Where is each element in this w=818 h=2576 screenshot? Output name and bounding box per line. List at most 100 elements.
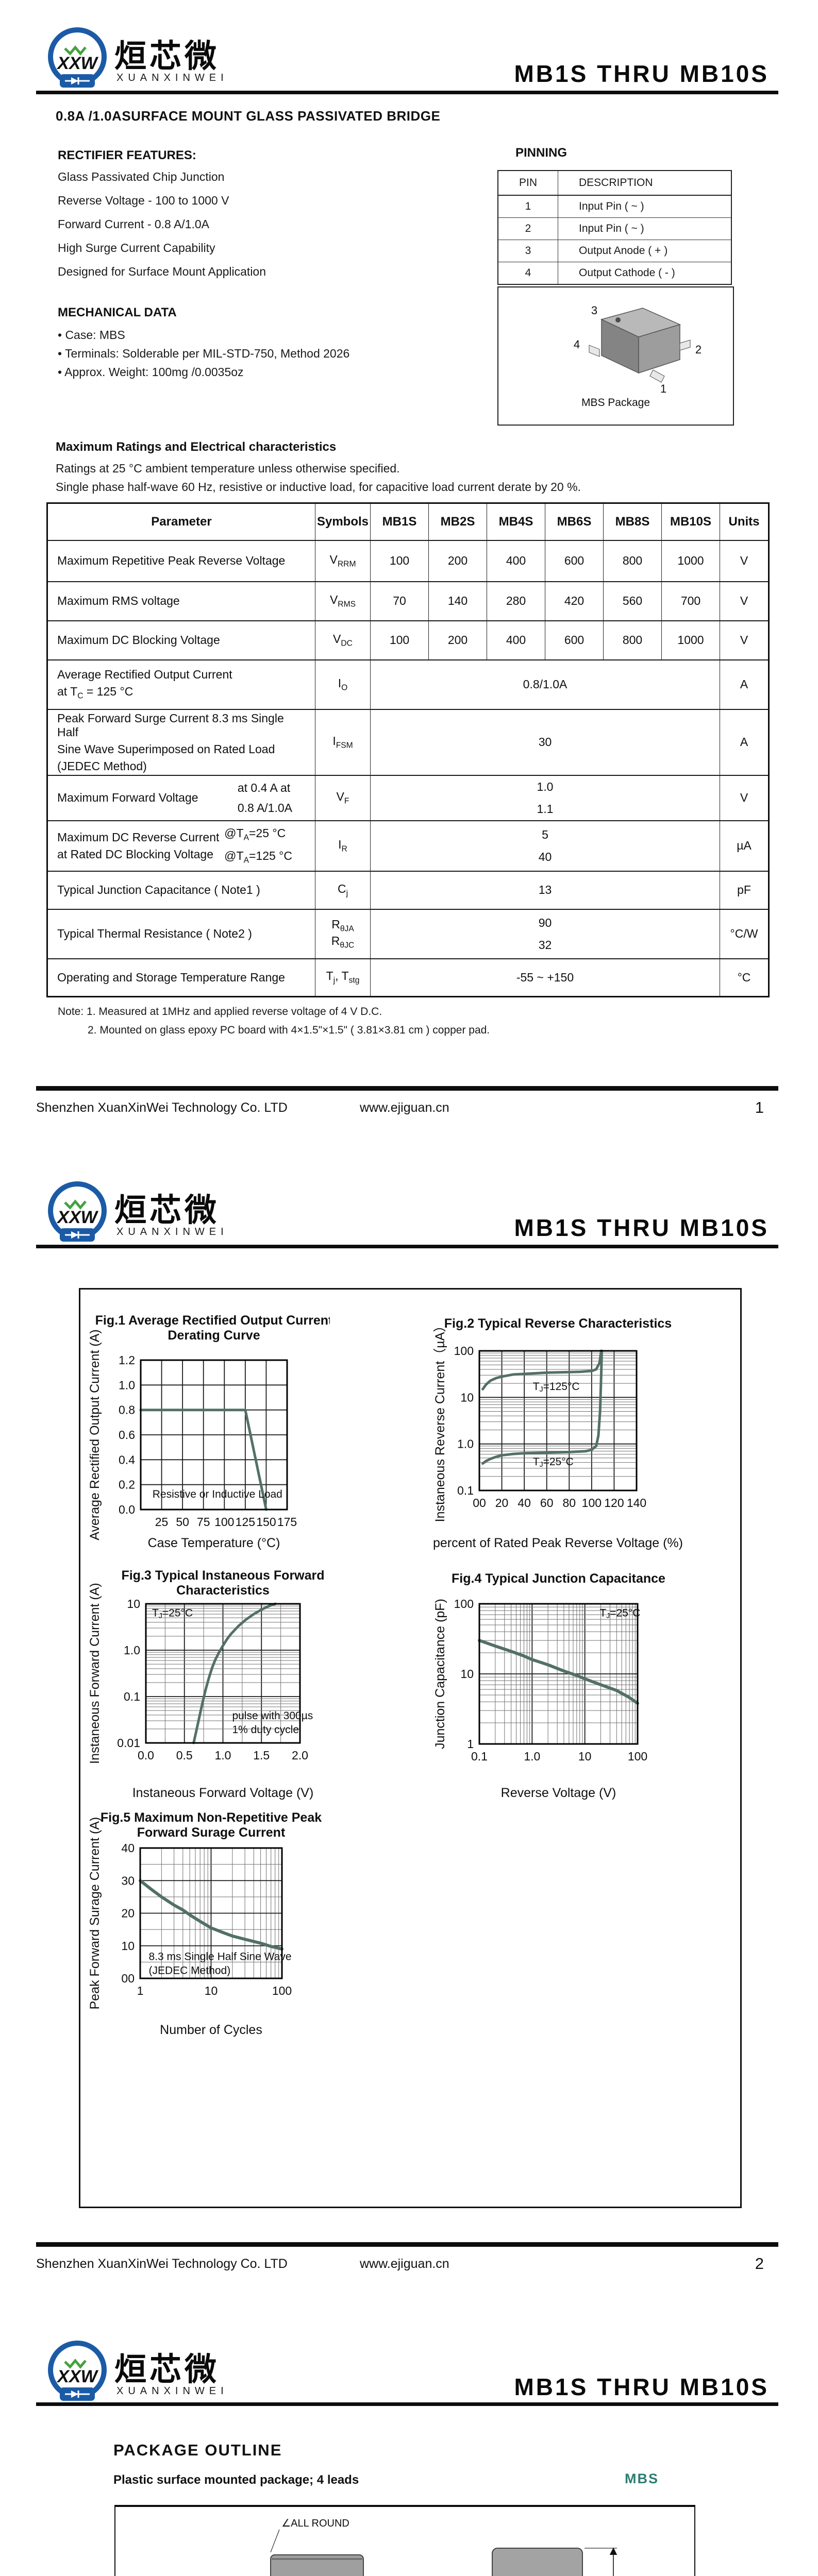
x-tick-label: 2.0 xyxy=(292,1749,308,1762)
value-lines: 90 32 xyxy=(371,912,720,956)
subscript: FSM xyxy=(336,741,353,750)
parameter-lines: Peak Forward Surge Current 8.3 ms Single… xyxy=(57,710,306,775)
ratings-header-cell: Parameter xyxy=(47,502,315,541)
parameter-cell: Maximum RMS voltage xyxy=(47,581,315,621)
x-tick-label: 60 xyxy=(540,1496,554,1510)
company-logo-icon: XXW xyxy=(48,27,107,88)
logo-letters: XXW xyxy=(56,1208,98,1227)
footer-website: www.ejiguan.cn xyxy=(360,2257,449,2271)
pin-number-label: 2 xyxy=(695,343,702,356)
annotation: TJ=25°C xyxy=(599,1607,640,1620)
value-span-cell: 13 xyxy=(370,870,720,910)
logo-green-zigzag xyxy=(64,45,87,56)
plot-border xyxy=(145,1603,301,1744)
parameter-wrap: Maximum RMS voltage xyxy=(48,592,315,609)
unit-cell: V xyxy=(720,774,769,821)
x-tick-label: 140 xyxy=(627,1496,646,1510)
value-line: 5 xyxy=(542,827,548,841)
ratings-row: Typical Junction Capacitance ( Note1 ) Cj… xyxy=(47,870,769,910)
side-view-body xyxy=(270,2554,364,2576)
footer-company: Shenzhen XuanXinWei Technology Co. LTD xyxy=(36,2257,288,2271)
page-2: XXW 烜芯微 XUANXINWEI MB1S THRU MB10S 25 50 7… xyxy=(0,1154,818,2313)
symbol-cell: RθJA RθJC xyxy=(315,908,371,959)
company-name-cn: 烜芯微 xyxy=(114,39,220,74)
value-cell: 140 xyxy=(428,581,487,621)
data-series-TJ=25C xyxy=(481,1349,603,1465)
package-caption: MBS Package xyxy=(581,397,650,409)
page-3: XXW 烜芯微 XUANXINWEI MB1S THRU MB10S PACKA… xyxy=(0,2313,818,2576)
parameter-cell: Typical Thermal Resistance ( Note2 ) xyxy=(47,908,315,959)
x-axis-label: Number of Cycles xyxy=(160,2023,262,2037)
condition-line: at 0.4 A at xyxy=(237,781,291,794)
unit-cell: °C/W xyxy=(720,908,769,959)
x-tick-label: 0.5 xyxy=(176,1749,193,1762)
x-tick-label: 1.0 xyxy=(215,1749,231,1762)
unit-cell: µA xyxy=(720,820,769,872)
value-line: 0.8/1.0A xyxy=(523,677,567,691)
x-tick-label: 25 xyxy=(155,1515,169,1529)
value-cell: 200 xyxy=(428,620,487,660)
value-line: -55 ~ +150 xyxy=(516,970,574,984)
feature-item: Designed for Surface Mount Application xyxy=(58,265,266,278)
y-tick-label: 10 xyxy=(121,1939,135,1953)
subscript: stg xyxy=(348,976,360,986)
parameter-line: Maximum Forward Voltage xyxy=(57,791,198,804)
symbol-line: VDC xyxy=(333,632,353,648)
header-rule xyxy=(36,1245,778,1248)
parameter-cell: Maximum DC Blocking Voltage xyxy=(47,620,315,660)
page-title: MB1S THRU MB10S xyxy=(514,60,769,87)
parameter-cell: Peak Forward Surge Current 8.3 ms Single… xyxy=(47,708,315,776)
value-cell: 400 xyxy=(487,539,545,582)
value-span-cell: 0.8/1.0A xyxy=(370,659,720,710)
value-line: 1.0 xyxy=(537,779,554,793)
ratings-row: Maximum DC Reverse Current at Rated DC Bl… xyxy=(47,820,769,872)
parameter-line: Operating and Storage Temperature Range xyxy=(57,970,285,984)
x-tick-label: 10 xyxy=(578,1750,592,1763)
y-axis-label: Instaneous Reverse Current（µA） xyxy=(433,1319,447,1522)
ratings-heading: Maximum Ratings and Electrical character… xyxy=(56,440,337,454)
value-cell: 600 xyxy=(545,620,604,660)
value-cell: 280 xyxy=(487,581,545,621)
parameter-line: at TC = 125 °C xyxy=(57,685,133,701)
value-span-cell: 1.0 1.1 xyxy=(370,774,720,821)
subscript: O xyxy=(341,683,348,692)
package-lead xyxy=(649,369,665,383)
package-outline-heading: PACKAGE OUTLINE xyxy=(113,2441,282,2459)
package-name: MBS xyxy=(625,2471,659,2486)
logo-letters: XXW xyxy=(56,54,98,73)
symbol-cell: IO xyxy=(315,659,371,710)
subscript: A xyxy=(243,856,249,865)
symbol-line: Tj, Tstg xyxy=(326,969,360,986)
parameter-lines: Typical Junction Capacitance ( Note1 ) xyxy=(57,882,260,899)
condition-line: @TA=25 °C xyxy=(224,826,286,842)
x-tick-label: 100 xyxy=(582,1496,602,1510)
symbol-cell: VRMS xyxy=(315,581,371,621)
ratings-header-cell: MB4S xyxy=(487,502,545,541)
parameter-wrap: Average Rectified Output Current at TC = … xyxy=(48,666,315,703)
annotation: pulse with 300µs xyxy=(232,1710,313,1722)
ratings-header-cell: MB1S xyxy=(370,502,429,541)
logo-green-zigzag xyxy=(64,2359,87,2369)
value-span-cell: 30 xyxy=(370,708,720,776)
symbol-line: Cj xyxy=(337,882,348,898)
company-name-en: XUANXINWEI xyxy=(116,72,228,83)
fig4-junction-capacitance-chart: 0.1 1.0 10 100 100 10 1 Fig.4 Typical Junction … xyxy=(433,1571,665,1800)
parameter-cell: Operating and Storage Temperature Range xyxy=(47,958,315,997)
plot-border xyxy=(478,1350,638,1492)
data-series-derating xyxy=(139,1409,268,1511)
figure-title: Fig.5 Maximum Non-Repetitive Peak xyxy=(101,1810,322,1825)
symbol-cell: IR xyxy=(315,820,371,872)
y-tick-label: 10 xyxy=(460,1667,474,1681)
symbol-cell: VDC xyxy=(315,620,371,660)
ratings-header-cell: MB10S xyxy=(661,502,720,541)
x-tick-label: 100 xyxy=(628,1750,647,1763)
x-tick-label: 1.0 xyxy=(524,1750,540,1763)
value-line: 90 xyxy=(538,916,552,929)
fig1-derating-curve-chart: 25 50 75 100 125 150 175 0.0 0.2 0.4 0.6 0.8 1.0 1.2 F… xyxy=(88,1313,330,1550)
outline-drawing-frame xyxy=(114,2505,695,2576)
parameter-lines: Average Rectified Output Current at TC = … xyxy=(57,666,232,703)
figure-title: Derating Curve xyxy=(168,1328,260,1343)
x-tick-label: 1 xyxy=(137,1984,144,1997)
y-tick-label: 100 xyxy=(454,1597,474,1611)
